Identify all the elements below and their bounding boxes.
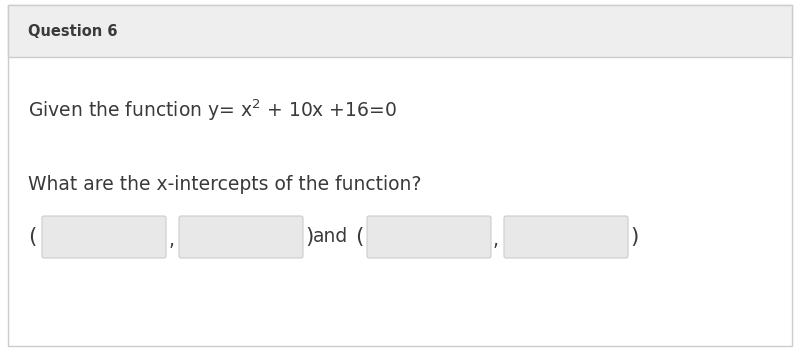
Text: (: ( [28, 227, 36, 247]
Text: and: and [313, 227, 348, 246]
Text: ): ) [305, 227, 314, 247]
Text: Given the function y= x$^2$ + 10x +16=0: Given the function y= x$^2$ + 10x +16=0 [28, 97, 397, 123]
FancyBboxPatch shape [179, 216, 303, 258]
Text: Question 6: Question 6 [28, 24, 118, 39]
FancyBboxPatch shape [8, 5, 792, 346]
Text: What are the x-intercepts of the function?: What are the x-intercepts of the functio… [28, 176, 422, 194]
FancyBboxPatch shape [367, 216, 491, 258]
FancyBboxPatch shape [8, 5, 792, 57]
Text: ,: , [493, 231, 499, 250]
FancyBboxPatch shape [504, 216, 628, 258]
FancyBboxPatch shape [42, 216, 166, 258]
Text: ): ) [630, 227, 638, 247]
Text: ,: , [168, 231, 174, 250]
Text: (: ( [355, 227, 363, 247]
